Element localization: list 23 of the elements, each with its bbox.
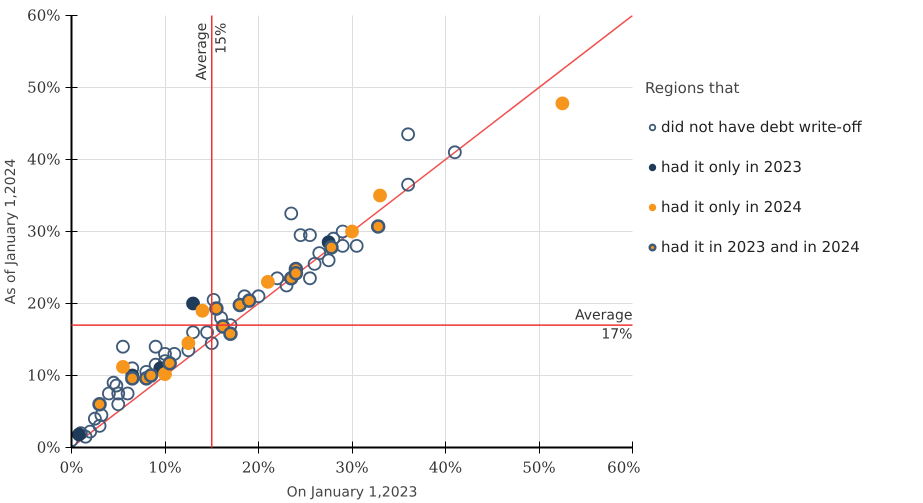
ref-line-label: Average 15% bbox=[194, 22, 230, 80]
legend-title: Regions that bbox=[645, 79, 740, 97]
y-tick-label: 20% bbox=[27, 294, 61, 312]
legend-label: had it in 2023 and in 2024 bbox=[661, 238, 860, 256]
ref-line-label: Average 17% bbox=[575, 308, 633, 343]
legend-label: had it only in 2024 bbox=[661, 198, 802, 216]
y-tick-label: 0% bbox=[36, 438, 60, 456]
y-tick-label: 50% bbox=[27, 78, 61, 96]
y-tick-label: 60% bbox=[27, 6, 61, 24]
x-tick-label: 10% bbox=[148, 458, 182, 476]
y-tick-label: 10% bbox=[27, 366, 61, 384]
y-tick-label: 40% bbox=[27, 150, 61, 168]
legend-label: did not have debt write-off bbox=[661, 118, 862, 136]
x-tick-label: 30% bbox=[335, 458, 369, 476]
x-tick-label: 60% bbox=[607, 458, 641, 476]
x-tick-label: 40% bbox=[428, 458, 462, 476]
legend-label: had it only in 2023 bbox=[661, 158, 802, 176]
x-axis-title: On January 1,2023 bbox=[286, 484, 418, 500]
y-axis-title: As of January 1,2024 bbox=[3, 158, 20, 304]
x-tick-label: 0% bbox=[60, 458, 84, 476]
x-tick-label: 50% bbox=[522, 458, 556, 476]
x-tick-label: 20% bbox=[242, 458, 276, 476]
y-tick-label: 30% bbox=[27, 222, 61, 240]
